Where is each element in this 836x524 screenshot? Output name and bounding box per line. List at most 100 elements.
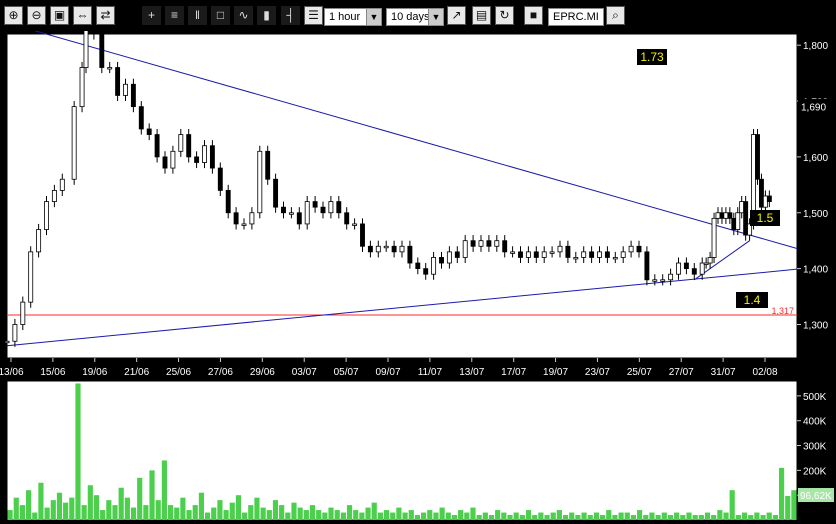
candle-body xyxy=(383,245,389,249)
ohlc-icon[interactable]: ┤ xyxy=(281,6,300,25)
volume-bar xyxy=(340,512,346,520)
volume-bar xyxy=(624,512,630,520)
volume-bar xyxy=(686,512,692,520)
candlestick-icon[interactable]: ▮ xyxy=(257,6,276,25)
last-volume-label: 96,62K xyxy=(800,491,832,502)
candle-body xyxy=(525,251,531,258)
volume-bar xyxy=(476,515,482,520)
volume-bar xyxy=(118,487,124,520)
candle-body xyxy=(249,212,255,225)
color-icon[interactable]: ■ xyxy=(524,6,543,25)
line-chart-icon[interactable]: ∿ xyxy=(234,6,253,25)
y-tick-label: 1,500 xyxy=(803,209,828,220)
candle-body xyxy=(759,178,764,208)
candle-body xyxy=(288,212,294,215)
volume-bar xyxy=(562,515,569,520)
candle-body xyxy=(446,251,452,264)
candle-body xyxy=(146,128,152,135)
candle-body xyxy=(320,206,326,214)
x-tick-label: 13/07 xyxy=(459,367,484,378)
candle-body xyxy=(178,134,184,152)
indicator-icon[interactable]: ↗ xyxy=(447,6,466,25)
candle-body xyxy=(743,201,749,236)
legend-icon[interactable]: ☰ xyxy=(304,6,323,25)
candle-body xyxy=(565,245,571,258)
volume-bar xyxy=(26,490,32,520)
volume-bar xyxy=(593,512,599,520)
volume-bar xyxy=(149,470,155,520)
x-tick-label: 19/07 xyxy=(543,367,568,378)
volume-bar xyxy=(464,512,470,520)
candle-body xyxy=(668,273,674,281)
period-select-value: 10 days xyxy=(391,11,430,23)
volume-bar xyxy=(501,512,507,520)
x-tick-label: 19/06 xyxy=(82,367,107,378)
interval-select[interactable]: 1 hour ▼ xyxy=(324,8,382,26)
volume-bar xyxy=(112,505,118,520)
volume-bar xyxy=(303,510,309,520)
candle-body xyxy=(470,240,476,247)
volume-bar xyxy=(377,512,383,520)
zoom-in-icon[interactable]: ⊕ xyxy=(4,6,23,25)
candle-body xyxy=(36,229,42,253)
candle-body xyxy=(312,201,318,208)
candle-body xyxy=(703,262,709,265)
volume-bar xyxy=(711,515,717,520)
volume-bar xyxy=(735,515,741,520)
x-tick-label: 15/06 xyxy=(40,367,65,378)
candle-body xyxy=(676,262,681,275)
volume-bar xyxy=(692,515,698,520)
candle-body xyxy=(707,257,713,264)
candle-body xyxy=(367,245,373,253)
search-icon[interactable]: ⌕ xyxy=(606,6,625,25)
trendline xyxy=(33,31,798,249)
volume-bar xyxy=(75,383,81,520)
symbol-input[interactable]: EPRC.MI xyxy=(548,8,604,26)
zoom-x-out-icon[interactable]: ⇄ xyxy=(96,6,115,25)
volume-bar xyxy=(328,507,334,520)
volume-bar xyxy=(272,500,279,520)
volume-bar xyxy=(137,477,143,520)
list-icon[interactable]: ≡ xyxy=(165,6,184,25)
x-tick-label: 25/07 xyxy=(627,367,652,378)
candle-body xyxy=(336,201,342,214)
crosshair-icon[interactable]: + xyxy=(142,6,161,25)
volume-bar xyxy=(32,512,38,520)
rectangle-icon[interactable]: □ xyxy=(211,6,230,25)
reference-line-label: 1,317 xyxy=(771,306,794,316)
volume-bar xyxy=(414,515,421,520)
volume-bar xyxy=(143,505,149,520)
period-select[interactable]: 10 days ▼ xyxy=(386,8,444,26)
candle-body xyxy=(91,31,97,35)
zoom-fit-icon[interactable]: ▣ xyxy=(50,6,69,25)
candle-body xyxy=(12,324,18,342)
refresh-icon[interactable]: ↻ xyxy=(495,6,514,25)
volume-bar xyxy=(488,515,495,520)
candle-body xyxy=(217,167,223,191)
candle-body xyxy=(281,206,286,214)
volume-bar xyxy=(161,460,167,520)
volume-tick-label: 400K xyxy=(803,417,827,428)
candle-body xyxy=(573,257,579,260)
candle-body xyxy=(83,31,89,68)
volume-bar xyxy=(649,512,655,520)
volume-bar xyxy=(100,510,106,520)
volume-bar xyxy=(766,512,772,520)
volume-bar xyxy=(433,512,439,520)
zoom-out-icon[interactable]: ⊖ xyxy=(27,6,46,25)
x-tick-label: 31/07 xyxy=(711,367,736,378)
zoom-x-in-icon[interactable]: ⇔ xyxy=(73,6,92,25)
candle-body xyxy=(209,145,215,169)
volume-bar xyxy=(556,510,562,520)
volume-bar xyxy=(93,495,100,520)
bars-icon[interactable]: ‖ xyxy=(188,6,207,25)
volume-bar xyxy=(643,515,649,520)
candle-body xyxy=(620,251,626,258)
volume-bar xyxy=(63,502,69,520)
volume-bar xyxy=(260,507,266,520)
volume-bar xyxy=(754,512,760,520)
volume-tick-label: 500K xyxy=(803,392,827,403)
candle-body xyxy=(715,212,721,219)
volume-bar xyxy=(606,510,612,520)
save-icon[interactable]: ▤ xyxy=(472,6,491,25)
